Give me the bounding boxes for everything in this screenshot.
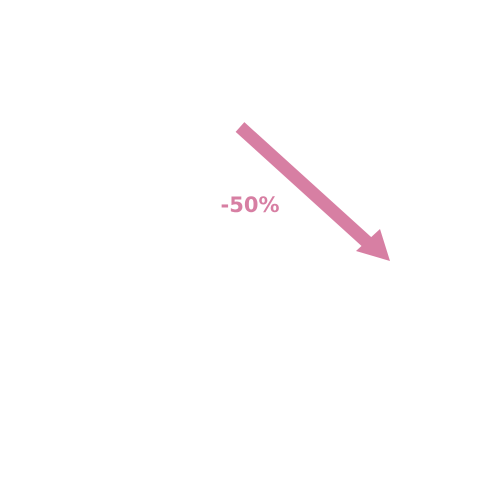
arrow-head bbox=[356, 229, 390, 261]
change-label: -50% bbox=[221, 193, 280, 217]
arrow-shaft bbox=[235, 122, 373, 248]
